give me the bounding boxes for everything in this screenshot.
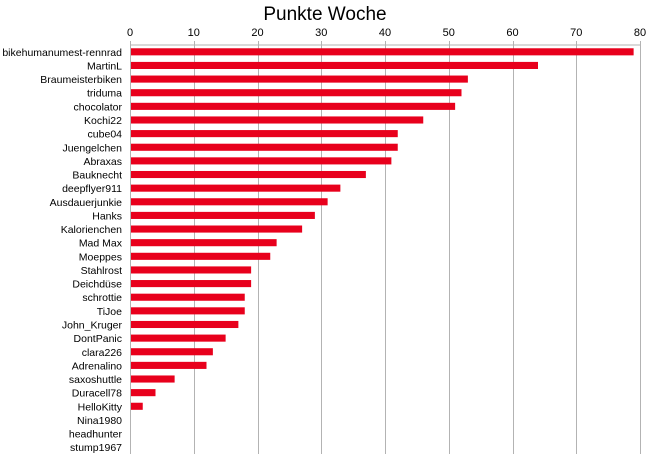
- x-tick-label: 70: [570, 27, 582, 39]
- chart-title: Punkte Woche: [263, 4, 386, 25]
- bar: [130, 375, 175, 383]
- category-label: stump1967: [70, 442, 122, 454]
- category-label: Moeppes: [79, 251, 122, 263]
- category-label: Bauknecht: [72, 170, 122, 182]
- category-label: TiJoe: [97, 306, 122, 318]
- bar: [130, 184, 341, 192]
- bar: [130, 170, 366, 179]
- category-label: chocolator: [74, 101, 123, 113]
- category-label: Kochi22: [84, 115, 122, 127]
- bar: [130, 116, 424, 124]
- category-label: Juengelchen: [62, 142, 122, 154]
- category-label: Abraxas: [83, 156, 122, 168]
- category-label: saxoshuttle: [69, 374, 122, 386]
- bar: [130, 198, 328, 206]
- category-label: schrottie: [82, 292, 122, 304]
- bar: [130, 75, 468, 83]
- category-label: cube04: [88, 129, 123, 141]
- category-label: Nina1980: [77, 415, 122, 427]
- bar: [130, 211, 315, 219]
- category-label: Hanks: [92, 210, 122, 222]
- x-tick-label: 20: [251, 27, 263, 39]
- category-label: Kalorienchen: [61, 224, 122, 236]
- bar: [130, 266, 252, 274]
- bar: [130, 307, 245, 315]
- category-label: MartinL: [87, 60, 122, 72]
- category-label: HelloKitty: [78, 401, 123, 413]
- category-label: Ausdauerjunkie: [50, 197, 123, 209]
- x-axis-ticks: 0 10 20 30 40 50 60 70 80: [127, 27, 646, 39]
- bar: [130, 130, 398, 138]
- category-label: clara226: [82, 347, 122, 359]
- bar: [130, 348, 213, 356]
- bar: [130, 280, 252, 288]
- bar: [130, 293, 245, 301]
- bar: [130, 102, 456, 110]
- bar: [130, 334, 226, 342]
- bar: [130, 239, 277, 247]
- x-tick-label: 30: [315, 27, 327, 39]
- bar: [130, 225, 303, 233]
- category-label: DontPanic: [74, 333, 122, 345]
- x-tick-label: 50: [443, 27, 455, 39]
- category-label: triduma: [87, 88, 122, 100]
- category-label: Deichdüse: [72, 279, 122, 291]
- x-tick-label: 10: [188, 27, 200, 39]
- category-label: Mad Max: [79, 238, 123, 250]
- category-label: deepflyer911: [62, 183, 122, 195]
- x-tick-label: 80: [634, 27, 646, 39]
- bar: [130, 89, 462, 97]
- bar: [130, 48, 634, 56]
- bar: [130, 320, 239, 329]
- bar: [130, 389, 156, 397]
- category-label: Stahlrost: [81, 265, 123, 277]
- category-label: Duracell78: [72, 388, 122, 400]
- x-tick-label: 0: [127, 27, 133, 39]
- bar: [130, 361, 207, 369]
- bar: [130, 61, 538, 69]
- category-label: Adrenalino: [72, 360, 122, 372]
- bars: [130, 48, 634, 410]
- x-tick-label: 60: [506, 27, 518, 39]
- category-label: bikehumanumest-rennrad: [2, 47, 122, 59]
- bar: [130, 252, 271, 260]
- bar: [130, 157, 392, 165]
- bar: [130, 143, 398, 151]
- category-label: headhunter: [69, 429, 123, 441]
- category-label: John_Kruger: [62, 319, 123, 331]
- x-tick-label: 40: [379, 27, 391, 39]
- category-label: Braumeisterbiken: [40, 74, 122, 86]
- bar: [130, 402, 143, 410]
